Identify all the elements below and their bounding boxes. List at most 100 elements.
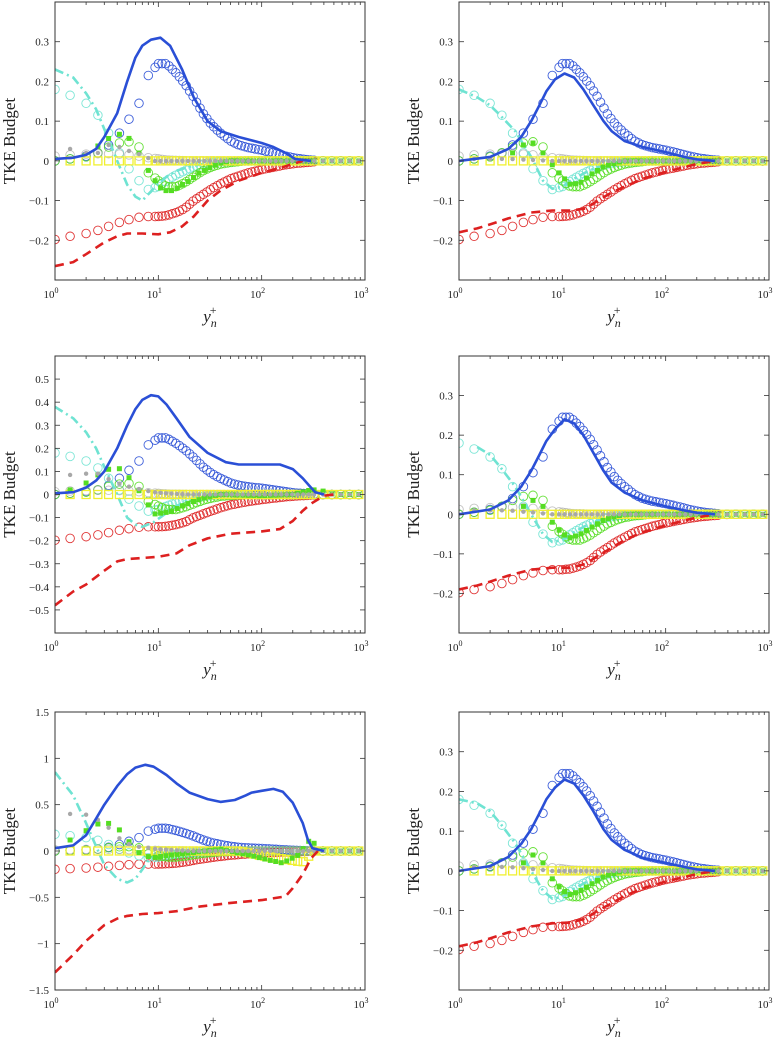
dns-production-marker bbox=[654, 854, 664, 864]
x-axis-label: yn+ bbox=[605, 656, 621, 683]
dns-dissipation-marker bbox=[114, 525, 125, 536]
y-tick-label: 0.1 bbox=[439, 116, 453, 128]
x-tick-label: 100 bbox=[44, 286, 59, 301]
y-tick-label: 0.1 bbox=[35, 466, 49, 478]
dns-production-marker bbox=[257, 483, 267, 494]
model-pressure-marker bbox=[196, 848, 202, 854]
x-tick-label: 100 bbox=[448, 286, 463, 301]
model-pressure-marker bbox=[152, 158, 158, 164]
dns-production-marker bbox=[174, 440, 185, 451]
model-turbulent-marker bbox=[530, 497, 536, 503]
dns-production-marker bbox=[164, 824, 174, 834]
dns-dissipation-marker bbox=[654, 166, 664, 176]
model-extra-marker bbox=[722, 866, 732, 876]
dns-dissipation-marker bbox=[606, 187, 616, 197]
model-pressure-marker bbox=[672, 512, 677, 517]
model-turbulent-marker bbox=[106, 466, 112, 472]
panel-3: 100 101 102 103−0.5−0.4−0.3−0.2−0.100.10.20… bbox=[0, 355, 369, 683]
plot-area bbox=[55, 763, 364, 974]
dns-dissipation-marker bbox=[497, 935, 507, 946]
model-pressure-marker bbox=[573, 512, 578, 517]
model-turbulent-marker bbox=[158, 185, 164, 191]
dns-production-marker bbox=[157, 433, 167, 443]
dns-viscous-marker bbox=[507, 128, 518, 138]
model-pressure-marker bbox=[251, 492, 256, 497]
model-turbulent-marker bbox=[145, 167, 151, 173]
model-pressure-marker bbox=[347, 848, 352, 854]
model-turbulent-marker bbox=[158, 854, 164, 859]
model-turbulent-marker bbox=[273, 859, 279, 864]
model-pressure-marker bbox=[338, 492, 344, 497]
model-pressure-marker bbox=[356, 848, 361, 854]
dns-viscous-marker bbox=[81, 456, 91, 466]
dns-production-marker bbox=[164, 61, 174, 71]
x-tick-base: 10 bbox=[354, 642, 366, 654]
y-axis-label: TKE Budget bbox=[404, 808, 423, 895]
model-pressure-marker bbox=[196, 158, 202, 164]
model-turbulent-marker bbox=[158, 510, 164, 516]
dns-dissipation-marker bbox=[507, 221, 518, 232]
y-tick-label: −0.5 bbox=[29, 892, 49, 904]
model-pressure-marker bbox=[290, 492, 295, 497]
dns-production-marker bbox=[253, 144, 264, 155]
model-turbulent-marker bbox=[126, 475, 132, 481]
model-production-line bbox=[55, 763, 325, 853]
model-pressure-marker bbox=[521, 509, 526, 514]
model-viscous-line bbox=[55, 68, 231, 202]
model-pressure-marker bbox=[202, 158, 207, 164]
model-pressure-marker bbox=[251, 848, 256, 854]
y-tick-label: −0.2 bbox=[29, 235, 49, 247]
dns-production-marker bbox=[571, 774, 582, 785]
model-pressure-marker bbox=[742, 512, 748, 517]
model-turbulent-marker bbox=[562, 176, 568, 182]
model-extra-marker bbox=[731, 866, 741, 876]
model-pressure-marker bbox=[146, 155, 151, 161]
model-pressure-marker bbox=[578, 158, 584, 164]
model-pressure-marker bbox=[715, 868, 721, 874]
dns-dissipation-marker bbox=[554, 211, 564, 222]
model-pressure-marker bbox=[589, 512, 595, 517]
y-tick-label: 0 bbox=[448, 866, 454, 878]
x-tick-base: 10 bbox=[551, 289, 563, 301]
model-turbulent-marker bbox=[152, 178, 158, 184]
model-pressure-marker bbox=[191, 492, 196, 497]
model-pressure-marker bbox=[158, 847, 163, 852]
dns-dissipation-marker bbox=[153, 522, 164, 532]
y-tick-label: 0.1 bbox=[439, 470, 453, 482]
dns-production-marker bbox=[592, 91, 602, 102]
model-extra-marker bbox=[134, 156, 144, 166]
model-pressure-marker bbox=[224, 158, 229, 164]
dns-dissipation-marker bbox=[507, 931, 518, 942]
x-tick-exponent: 3 bbox=[769, 639, 773, 648]
model-dissipation-line bbox=[55, 159, 304, 268]
dns-viscous-marker bbox=[469, 444, 479, 454]
model-pressure-marker bbox=[666, 868, 671, 874]
dns-dissipation-marker bbox=[143, 211, 154, 222]
model-pressure-marker bbox=[499, 508, 505, 513]
y-tick-label: 0.3 bbox=[35, 420, 49, 432]
model-turbulent-marker bbox=[191, 499, 196, 504]
y-tick-label: 0.2 bbox=[35, 443, 49, 455]
dns-production-marker bbox=[571, 64, 582, 75]
model-pressure-marker bbox=[622, 868, 628, 874]
model-turbulent-marker bbox=[300, 489, 306, 495]
model-viscous-line bbox=[55, 405, 231, 529]
dns-dissipation-marker bbox=[157, 211, 167, 221]
model-pressure-marker bbox=[301, 492, 306, 497]
model-pressure-marker bbox=[229, 158, 235, 164]
dns-dissipation-marker bbox=[588, 199, 599, 209]
dns-production-marker bbox=[233, 480, 243, 490]
dns-viscous-marker bbox=[93, 463, 103, 473]
dns-production-marker bbox=[613, 475, 623, 486]
dns-dissipation-marker bbox=[592, 196, 602, 206]
dns-viscous-marker bbox=[497, 464, 507, 474]
model-pressure-marker bbox=[240, 848, 245, 854]
y-tick-label: 0.5 bbox=[35, 374, 49, 386]
axes-frame bbox=[458, 355, 770, 634]
dns-dissipation-marker bbox=[485, 581, 495, 592]
dns-production-marker bbox=[568, 61, 578, 71]
x-axis-label: yn+ bbox=[201, 656, 217, 683]
dns-viscous-marker bbox=[134, 175, 144, 186]
axes-frame bbox=[458, 711, 770, 991]
model-pressure-marker bbox=[106, 476, 111, 482]
